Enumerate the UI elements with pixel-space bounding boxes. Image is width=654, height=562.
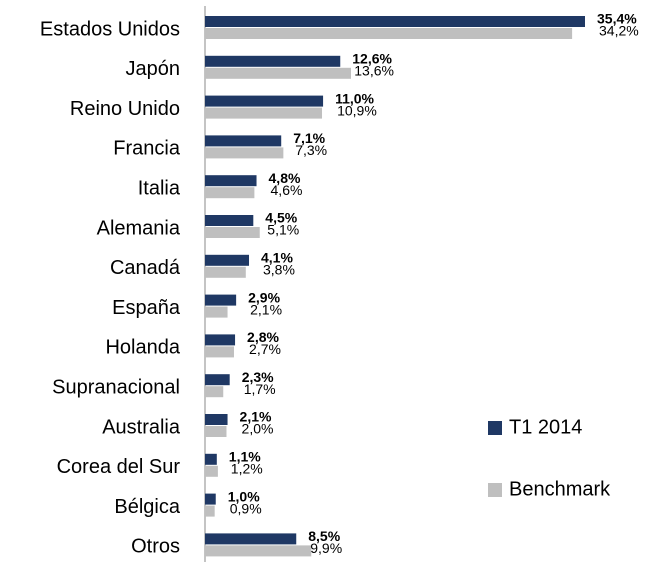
bar — [205, 306, 228, 318]
value-label: 35,4% — [597, 11, 637, 27]
category-label: Reino Unido — [70, 98, 180, 120]
category-label: Supranacional — [52, 376, 180, 398]
bar — [205, 107, 323, 119]
value-label: 0,9% — [230, 500, 262, 516]
value-label: 11,0% — [335, 90, 374, 106]
bar — [205, 16, 585, 27]
value-label: 4,8% — [269, 170, 301, 186]
bar — [205, 294, 237, 306]
bar — [205, 386, 224, 398]
legend-swatch — [488, 483, 502, 497]
bar — [205, 505, 215, 517]
value-label: 10,9% — [337, 102, 377, 118]
bar — [205, 426, 227, 437]
category-label: Bélgica — [114, 496, 180, 518]
bar — [205, 346, 234, 358]
category-label: España — [112, 297, 181, 319]
bar — [205, 95, 324, 107]
value-label: 2,3% — [242, 369, 274, 385]
value-label: 7,3% — [295, 142, 327, 158]
value-label: 9,9% — [310, 540, 342, 556]
bar — [205, 215, 254, 226]
bar — [205, 28, 573, 39]
value-label: 2,0% — [242, 421, 274, 437]
value-label: 2,9% — [248, 289, 280, 305]
value-label: 12,6% — [352, 51, 392, 67]
value-label: 2,1% — [250, 301, 282, 317]
bar — [205, 55, 341, 67]
bar — [205, 187, 255, 199]
value-label: 7,1% — [293, 130, 325, 146]
value-label: 8,5% — [308, 528, 340, 544]
legend-swatch — [488, 421, 502, 435]
bar — [205, 493, 216, 505]
bar — [205, 135, 282, 147]
value-label: 2,7% — [249, 341, 281, 357]
value-label: 1,1% — [229, 449, 261, 465]
value-label: 2,1% — [240, 409, 272, 425]
bar — [205, 414, 228, 425]
legend-label: Benchmark — [509, 478, 611, 500]
value-label: 34,2% — [599, 23, 639, 39]
category-label: Corea del Sur — [57, 456, 181, 478]
bar — [205, 374, 230, 386]
category-label: Otros — [131, 536, 180, 558]
value-label: 4,5% — [265, 210, 297, 226]
bar — [205, 175, 257, 187]
value-label: 1,7% — [244, 381, 276, 397]
bar — [205, 254, 250, 266]
value-label: 5,1% — [267, 222, 299, 238]
value-label: 1,0% — [228, 488, 260, 504]
value-label: 4,1% — [261, 250, 293, 266]
bar — [205, 67, 351, 79]
category-label: Japón — [126, 58, 181, 80]
value-label: 1,2% — [231, 461, 263, 477]
category-label: Francia — [113, 138, 181, 160]
legend-label: T1 2014 — [509, 416, 582, 438]
bar — [205, 147, 284, 159]
category-label: Estados Unidos — [40, 18, 180, 40]
bar — [205, 465, 218, 477]
category-label: Canadá — [110, 257, 181, 279]
value-label: 3,8% — [263, 262, 295, 278]
category-label: Holanda — [105, 337, 180, 359]
value-label: 13,6% — [354, 63, 394, 79]
bar — [205, 545, 312, 557]
bar — [205, 334, 236, 346]
value-label: 4,6% — [271, 182, 303, 198]
category-label: Australia — [102, 416, 181, 438]
bar — [205, 227, 260, 238]
bar — [205, 453, 217, 465]
category-label: Alemania — [97, 217, 181, 239]
bar — [205, 533, 297, 545]
bar — [205, 266, 246, 278]
value-label: 2,8% — [247, 329, 279, 345]
category-label: Italia — [138, 177, 181, 199]
